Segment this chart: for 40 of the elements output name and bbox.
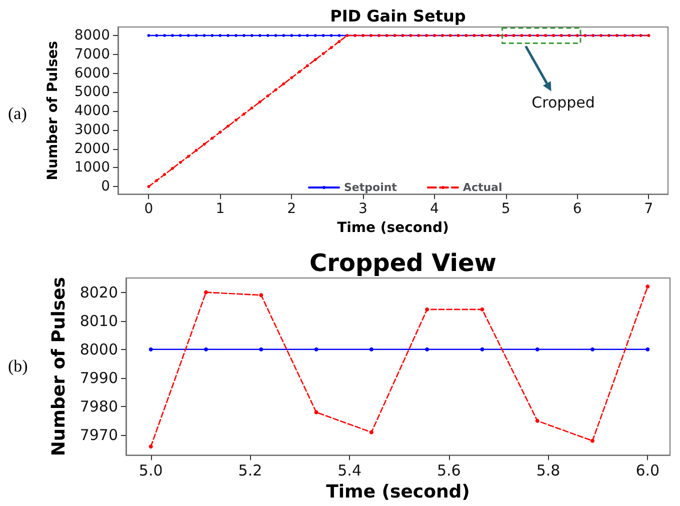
x-tick-label: 6: [572, 201, 582, 218]
legend-label: Setpoint: [344, 181, 397, 194]
x-tick-label: 2: [287, 201, 296, 218]
y-tick-label: 7000: [74, 46, 110, 62]
x-tick-label: 5.2: [238, 462, 262, 480]
y-tick-label: 8010: [80, 312, 118, 330]
y-tick-label: 2000: [74, 140, 110, 157]
y-tick-label: 7980: [80, 398, 118, 416]
x-axis-title: Time (second): [337, 220, 449, 236]
y-tick-label: 8020: [80, 283, 118, 302]
chart-title: PID Gain Setup: [330, 6, 466, 26]
y-tick-label: 5000: [74, 84, 110, 100]
x-tick-label: 5.4: [338, 462, 362, 480]
x-tick-label: 6.0: [636, 462, 660, 480]
x-tick-label: 5.6: [436, 462, 461, 480]
x-tick-label: 7: [644, 201, 654, 218]
y-axis-title: Number of Pulses: [48, 276, 70, 456]
annotation: Cropped: [532, 93, 595, 112]
y-tick-label: 4000: [74, 103, 110, 120]
x-axis-title: Time (second): [326, 482, 470, 502]
x-tick-label: 5.8: [536, 462, 560, 480]
y-tick-label: 3000: [74, 122, 110, 138]
chart-title: Cropped View: [310, 249, 496, 277]
y-axis-title: Number of Pulses: [45, 40, 61, 180]
y-tick-label: 7970: [80, 426, 118, 444]
x-tick-label: 1: [216, 201, 225, 218]
x-tick-label: 4: [430, 201, 439, 218]
y-tick-label: 1000: [74, 160, 110, 176]
text: (a): [8, 104, 27, 123]
x-tick-label: 5.0: [138, 462, 163, 480]
y-tick-label: 8000: [80, 340, 118, 358]
x-tick-label: 5: [501, 201, 510, 218]
y-tick-label: 8000: [74, 27, 110, 44]
text: (b): [8, 356, 28, 376]
x-tick-label: 3: [358, 201, 368, 218]
y-tick-label: 6000: [74, 65, 110, 82]
legend-label: Actual: [462, 181, 502, 194]
y-tick-label: 7990: [80, 368, 118, 387]
y-tick-label: 0: [101, 178, 110, 195]
x-tick-label: 0: [144, 201, 154, 218]
